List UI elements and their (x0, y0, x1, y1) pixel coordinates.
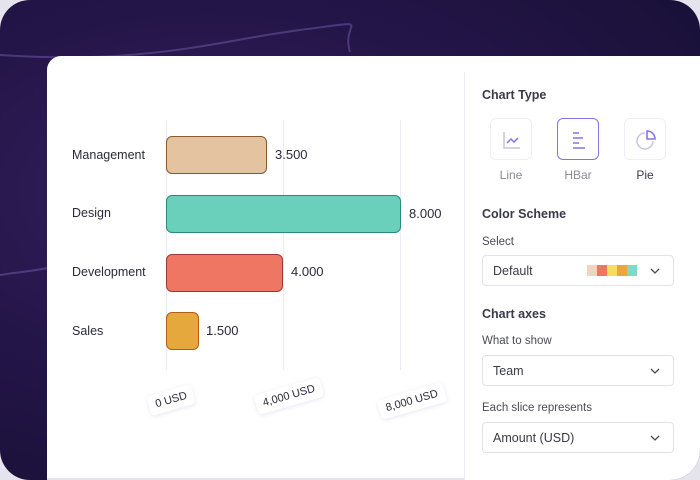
color-swatches (587, 265, 637, 276)
bar-sales[interactable] (166, 312, 199, 350)
chart-editor-card: Management 3.500 Design 8.000 Developmen… (47, 56, 700, 480)
category-label: Management (72, 148, 145, 162)
chevron-down-icon (650, 268, 660, 274)
section-title: Chart axes (482, 307, 546, 321)
chevron-down-icon (650, 368, 660, 374)
pie-chart-icon (636, 130, 656, 150)
bar-management[interactable] (166, 136, 267, 174)
value-label: 1.500 (206, 323, 239, 338)
x-tick-label: 4,000 USD (253, 377, 325, 415)
bar-design[interactable] (166, 195, 401, 233)
slice-represents-select[interactable]: Amount (USD) (482, 422, 674, 453)
value-label: 4.000 (291, 264, 324, 279)
value-label: 3.500 (275, 147, 308, 162)
x-tick-label: 8,000 USD (376, 382, 448, 420)
chart-type-hbar-button[interactable] (557, 118, 599, 160)
chart-type-pie-button[interactable] (624, 118, 666, 160)
section-title: Color Scheme (482, 207, 567, 221)
hbar-chart: Management 3.500 Design 8.000 Developmen… (47, 56, 464, 480)
chart-type-line-button[interactable] (490, 118, 532, 160)
gridline (166, 120, 167, 370)
select-value: Team (493, 364, 524, 378)
value-label: 8.000 (409, 206, 442, 221)
chart-type-label: Line (499, 168, 523, 182)
category-label: Sales (72, 324, 104, 338)
divider (47, 478, 464, 480)
category-label: Design (72, 206, 111, 220)
field-label: What to show (482, 335, 552, 347)
line-chart-icon (503, 132, 520, 149)
chevron-down-icon (650, 435, 660, 441)
x-tick-label: 0 USD (146, 383, 197, 417)
select-value: Amount (USD) (493, 431, 575, 445)
gridline (400, 120, 401, 370)
field-label: Select (482, 236, 514, 248)
gridline (283, 120, 284, 370)
bar-development[interactable] (166, 254, 283, 292)
what-to-show-select[interactable]: Team (482, 355, 674, 386)
select-value: Default (493, 264, 533, 278)
field-label: Each slice represents (482, 402, 592, 414)
hbar-chart-icon (573, 132, 585, 149)
category-label: Development (72, 265, 146, 279)
section-title: Chart Type (482, 88, 547, 102)
color-scheme-select[interactable]: Default (482, 255, 674, 286)
settings-panel: Chart Type Line HBar Pie (464, 72, 700, 480)
chart-type-label: HBar (564, 168, 592, 182)
chart-type-label: Pie (636, 168, 654, 182)
